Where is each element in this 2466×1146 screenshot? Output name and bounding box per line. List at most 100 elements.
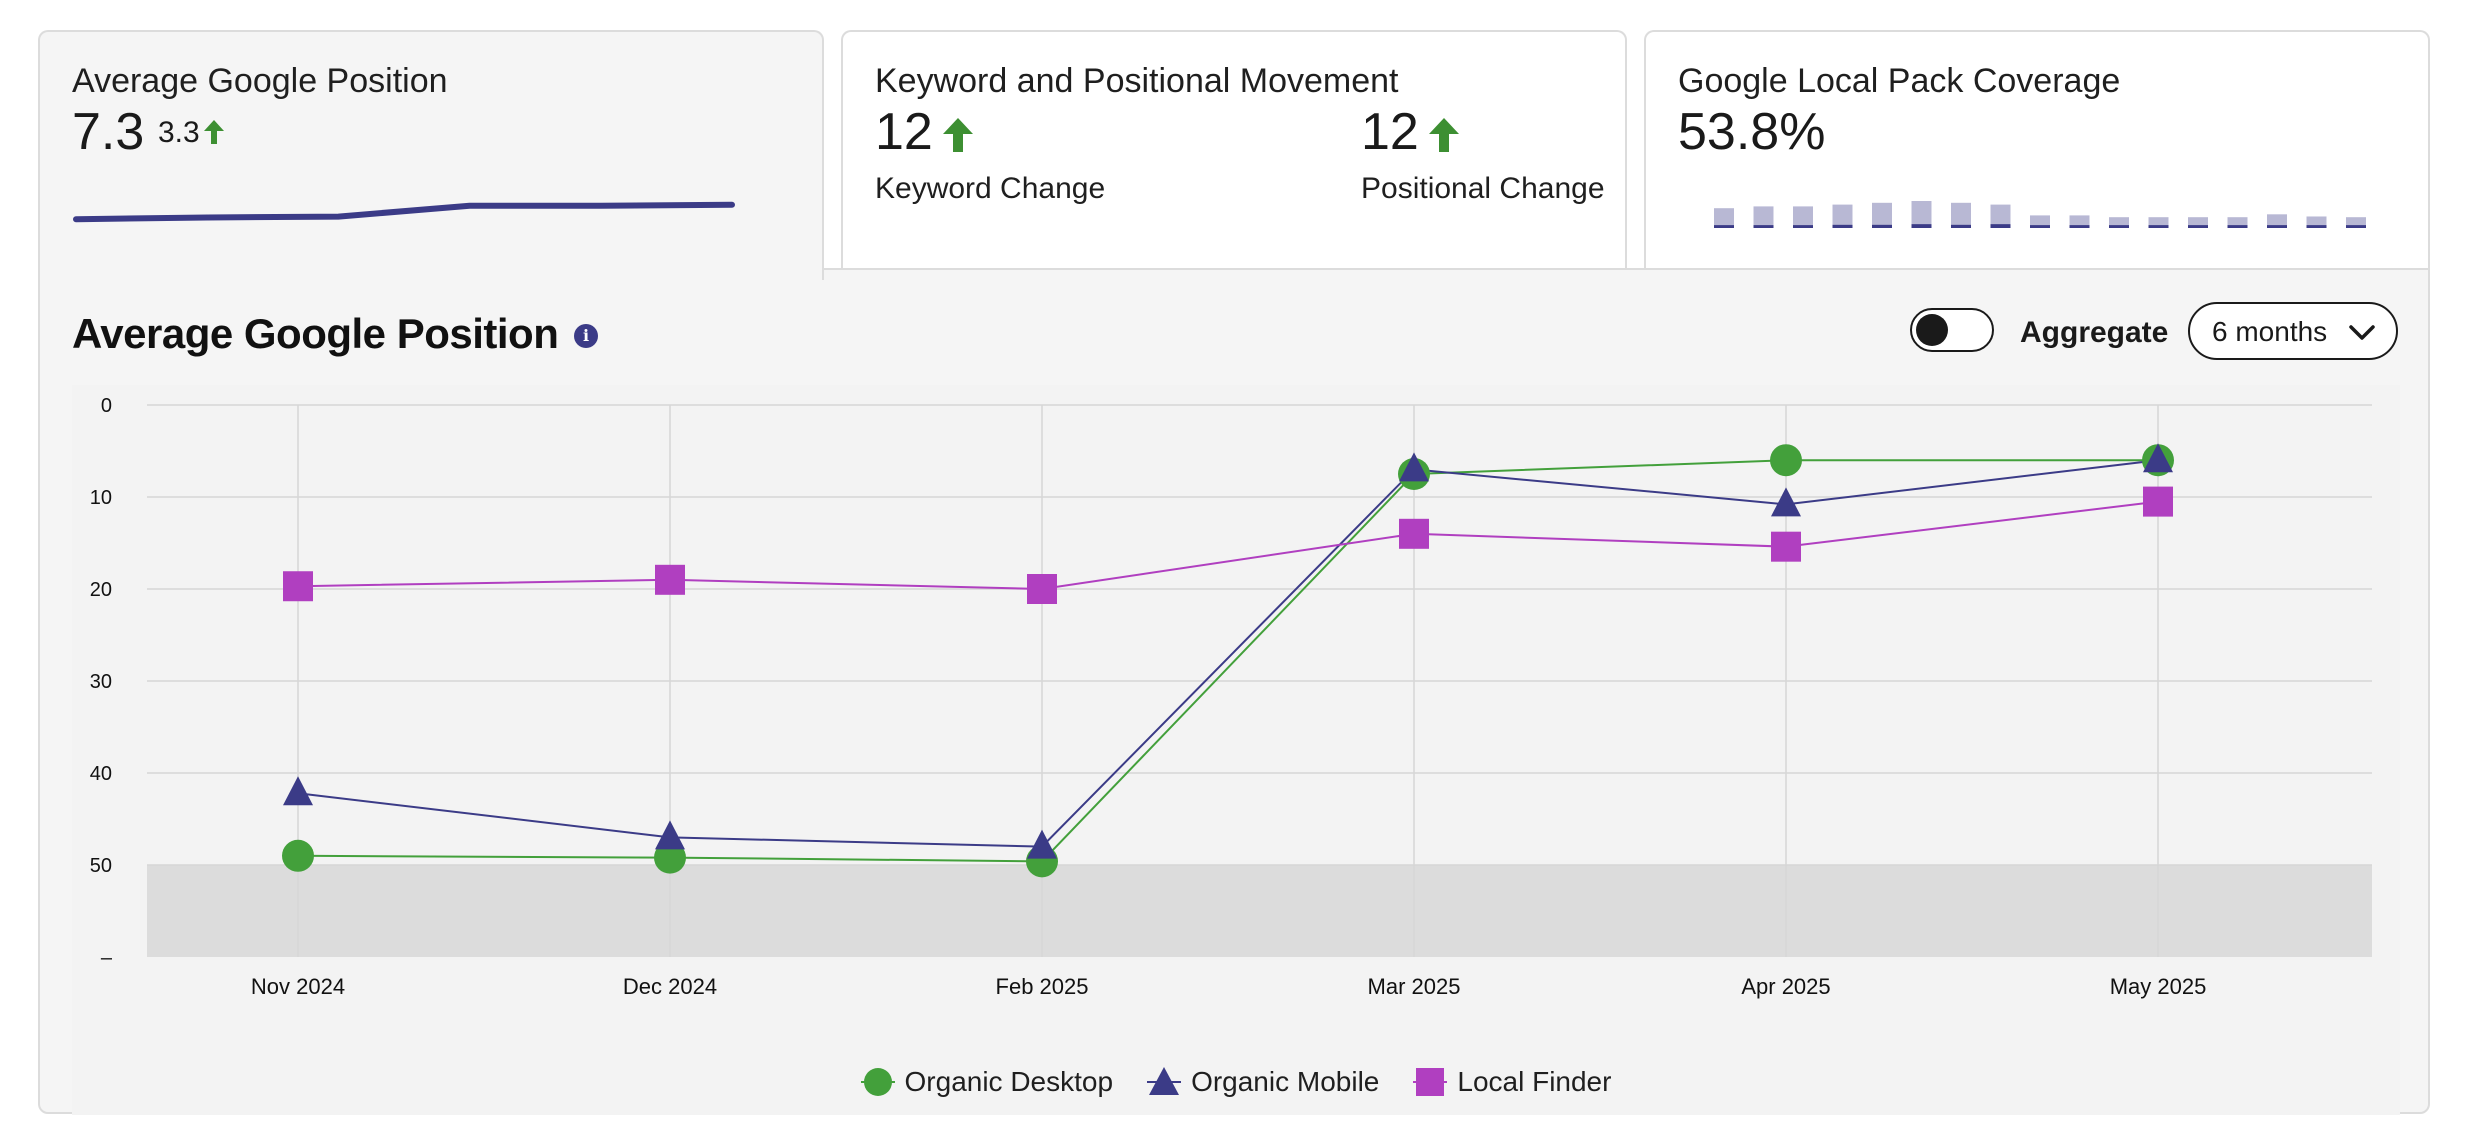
data-point[interactable] [283, 776, 313, 806]
data-point[interactable] [655, 820, 685, 850]
y-tick-label: 0 [101, 395, 112, 417]
local-pack-bar [2030, 215, 2050, 226]
x-tick-label: May 2025 [2110, 974, 2207, 999]
line-chart: 0 10 20 30 40 50 – Nov 2024 Dec 2024 Feb 2025 Mar … [90, 395, 2372, 999]
data-point[interactable] [2143, 486, 2173, 517]
local-pack-bar-covered [2306, 225, 2327, 228]
series-markers-organic-desktop [282, 444, 2174, 878]
local-pack-bar-covered [1951, 224, 1971, 228]
sparkline-line [73, 201, 735, 223]
legend-circle-icon [860, 1068, 895, 1096]
legend-label: Organic Desktop [904, 1066, 1114, 1097]
x-tick-label: Apr 2025 [1741, 974, 1830, 999]
panel-title: Average Google Position [72, 310, 559, 357]
local-pack-bar-covered [2227, 225, 2248, 228]
local-pack-bar [2267, 214, 2287, 226]
y-tick-label: 10 [90, 487, 112, 509]
data-point[interactable] [1027, 829, 1057, 859]
local-pack-bar [1872, 202, 1892, 225]
legend-item[interactable]: Organic Desktop [860, 1065, 1114, 1099]
avg-position-sparkline [73, 201, 735, 223]
local-pack-bar [1951, 202, 1971, 225]
local-pack-card[interactable]: Google Local Pack Coverage 53.8% [1644, 30, 2430, 270]
local-pack-bar-covered [1793, 225, 1813, 228]
local-pack-bar [2109, 217, 2129, 226]
series-local-finder [297, 500, 2159, 591]
arrow-up-icon [1429, 118, 1459, 152]
movement-card-title: Keyword and Positional Movement [875, 62, 1399, 100]
legend-item[interactable]: Local Finder [1413, 1065, 1611, 1099]
local-pack-bar [2069, 215, 2090, 226]
series-markers-organic-mobile [283, 443, 2173, 859]
data-point[interactable] [1027, 574, 1057, 604]
arrow-up-icon [204, 120, 224, 144]
legend-label: Organic Mobile [1191, 1066, 1380, 1097]
legend-triangle-icon [1147, 1067, 1182, 1095]
positional-change-label: Positional Change [1361, 172, 1605, 205]
average-position-panel: Average Google Position i Aggregate 6 mo… [38, 268, 2430, 1115]
local-pack-bar-covered [1832, 224, 1853, 228]
info-icon[interactable]: i [574, 324, 598, 348]
local-pack-bar-covered [2267, 225, 2287, 228]
local-pack-bar [1753, 206, 1774, 226]
local-pack-value: 53.8% [1678, 103, 1826, 161]
data-point[interactable] [1770, 444, 1802, 477]
x-tick-label: Dec 2024 [623, 974, 717, 999]
y-tick-label: 30 [90, 671, 112, 693]
y-tick-label: 50 [90, 855, 112, 877]
chevron-down-icon [2349, 325, 2375, 340]
data-point[interactable] [2143, 443, 2173, 473]
local-pack-bar [1793, 206, 1813, 226]
legend-square-icon [1413, 1068, 1448, 1096]
keyword-change-value: 12 [875, 103, 933, 161]
series-organic-desktop [297, 459, 2158, 863]
local-pack-bar-covered [2030, 225, 2050, 228]
toggle-knob [1916, 314, 1948, 346]
local-pack-bar-covered [2346, 225, 2366, 228]
series-line [297, 500, 2159, 591]
series-markers-local-finder [283, 486, 2173, 604]
local-pack-bar-covered [1911, 224, 1932, 228]
data-point[interactable] [283, 571, 313, 602]
local-pack-bar-covered [1753, 225, 1774, 228]
local-pack-bar [2188, 217, 2208, 226]
y-tick-label: – [101, 947, 113, 969]
positional-change-value: 12 [1361, 103, 1419, 161]
period-select[interactable]: 6 months [2188, 302, 2398, 360]
data-point[interactable] [1399, 452, 1429, 482]
local-pack-bar-covered [1990, 224, 2011, 228]
local-pack-card-title: Google Local Pack Coverage [1678, 62, 2121, 100]
local-pack-bar [2227, 217, 2248, 226]
local-pack-bar-covered [2148, 225, 2169, 228]
x-tick-label: Mar 2025 [1368, 974, 1461, 999]
local-pack-bar-covered [1872, 224, 1892, 228]
chart-legend: Organic Desktop Organic Mobile Local Finde… [72, 1065, 2400, 1099]
local-pack-bar-covered [2069, 225, 2090, 228]
chart-area: 0 10 20 30 40 50 – Nov 2024 Dec 2024 Feb 2025 Mar … [72, 385, 2400, 1115]
avg-position-value: 7.3 [72, 103, 145, 161]
aggregate-toggle[interactable] [1910, 308, 1994, 352]
series-line [297, 459, 2159, 848]
avg-position-delta: 3.3 [158, 116, 200, 149]
legend-label: Local Finder [1457, 1066, 1612, 1097]
local-pack-bar [1990, 204, 2011, 225]
aggregate-label: Aggregate [2020, 316, 2169, 349]
data-point[interactable] [1399, 518, 1429, 549]
data-point[interactable] [282, 839, 314, 872]
avg-position-card[interactable]: Average Google Position 7.3 3.3 [38, 30, 824, 280]
local-pack-bar [2346, 217, 2366, 226]
period-select-label: 6 months [2212, 316, 2328, 347]
x-tick-label: Nov 2024 [251, 974, 345, 999]
data-point[interactable] [654, 841, 686, 874]
legend-item[interactable]: Organic Mobile [1147, 1065, 1379, 1099]
y-tick-label: 20 [90, 579, 112, 601]
keyword-change-label: Keyword Change [875, 172, 1106, 205]
local-pack-bar [2148, 217, 2169, 226]
local-pack-bar-covered [2188, 225, 2208, 228]
local-pack-bar-covered [2109, 225, 2129, 228]
movement-card[interactable]: Keyword and Positional Movement 12 Keywo… [841, 30, 1627, 270]
data-point[interactable] [655, 564, 685, 595]
y-tick-label: 40 [90, 763, 112, 785]
data-point[interactable] [1771, 487, 1801, 517]
data-point[interactable] [1771, 531, 1801, 562]
